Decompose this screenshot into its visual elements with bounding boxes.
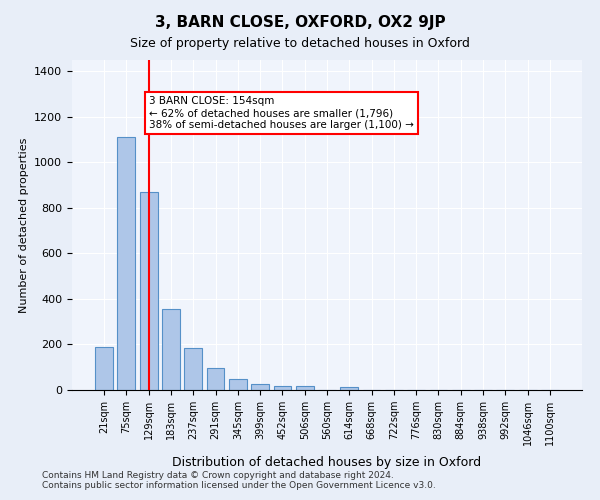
Bar	[118, 138, 136, 390]
Text: Size of property relative to detached houses in Oxford: Size of property relative to detached ho…	[130, 38, 470, 51]
Bar	[184, 348, 202, 390]
Bar	[274, 386, 292, 390]
Bar	[251, 384, 269, 390]
Text: 3 BARN CLOSE: 154sqm
← 62% of detached houses are smaller (1,796)
38% of semi-de: 3 BARN CLOSE: 154sqm ← 62% of detached h…	[149, 96, 413, 130]
Y-axis label: Number of detached properties: Number of detached properties	[19, 138, 29, 312]
Bar	[206, 368, 224, 390]
Bar	[140, 192, 158, 390]
Text: 3, BARN CLOSE, OXFORD, OX2 9JP: 3, BARN CLOSE, OXFORD, OX2 9JP	[155, 15, 445, 30]
Bar	[340, 386, 358, 390]
Text: Contains HM Land Registry data © Crown copyright and database right 2024.
Contai: Contains HM Land Registry data © Crown c…	[42, 470, 436, 490]
X-axis label: Distribution of detached houses by size in Oxford: Distribution of detached houses by size …	[172, 456, 482, 469]
Bar	[296, 386, 314, 390]
Bar	[229, 378, 247, 390]
Bar	[162, 309, 180, 390]
Bar	[95, 347, 113, 390]
